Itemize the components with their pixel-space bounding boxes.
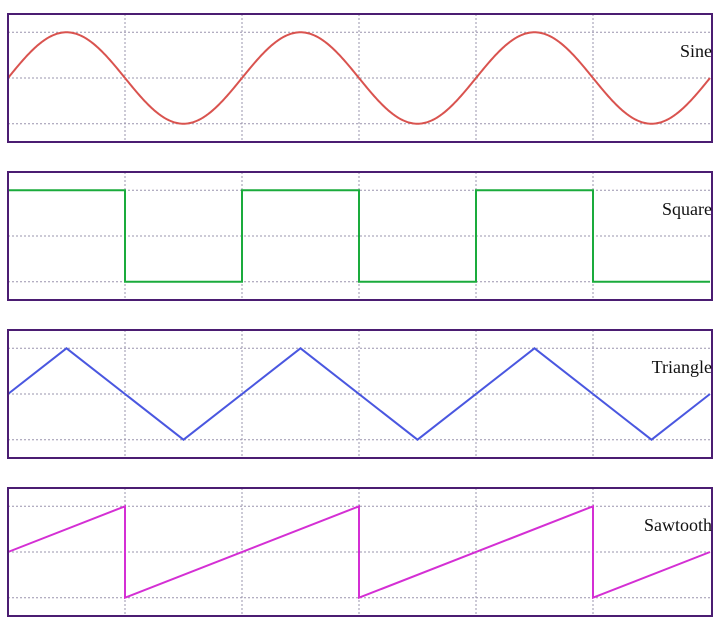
sawtooth-chart <box>0 486 724 622</box>
sawtooth-label: Sawtooth <box>644 515 712 536</box>
sine-chart <box>0 12 724 148</box>
square-chart <box>0 170 724 306</box>
triangle-panel: Triangle <box>0 328 724 464</box>
sine-panel: Sine <box>0 12 724 148</box>
sine-label: Sine <box>680 41 712 62</box>
sawtooth-panel: Sawtooth <box>0 486 724 622</box>
triangle-chart <box>0 328 724 464</box>
triangle-label: Triangle <box>652 357 712 378</box>
square-label: Square <box>662 199 712 220</box>
square-panel: Square <box>0 170 724 306</box>
